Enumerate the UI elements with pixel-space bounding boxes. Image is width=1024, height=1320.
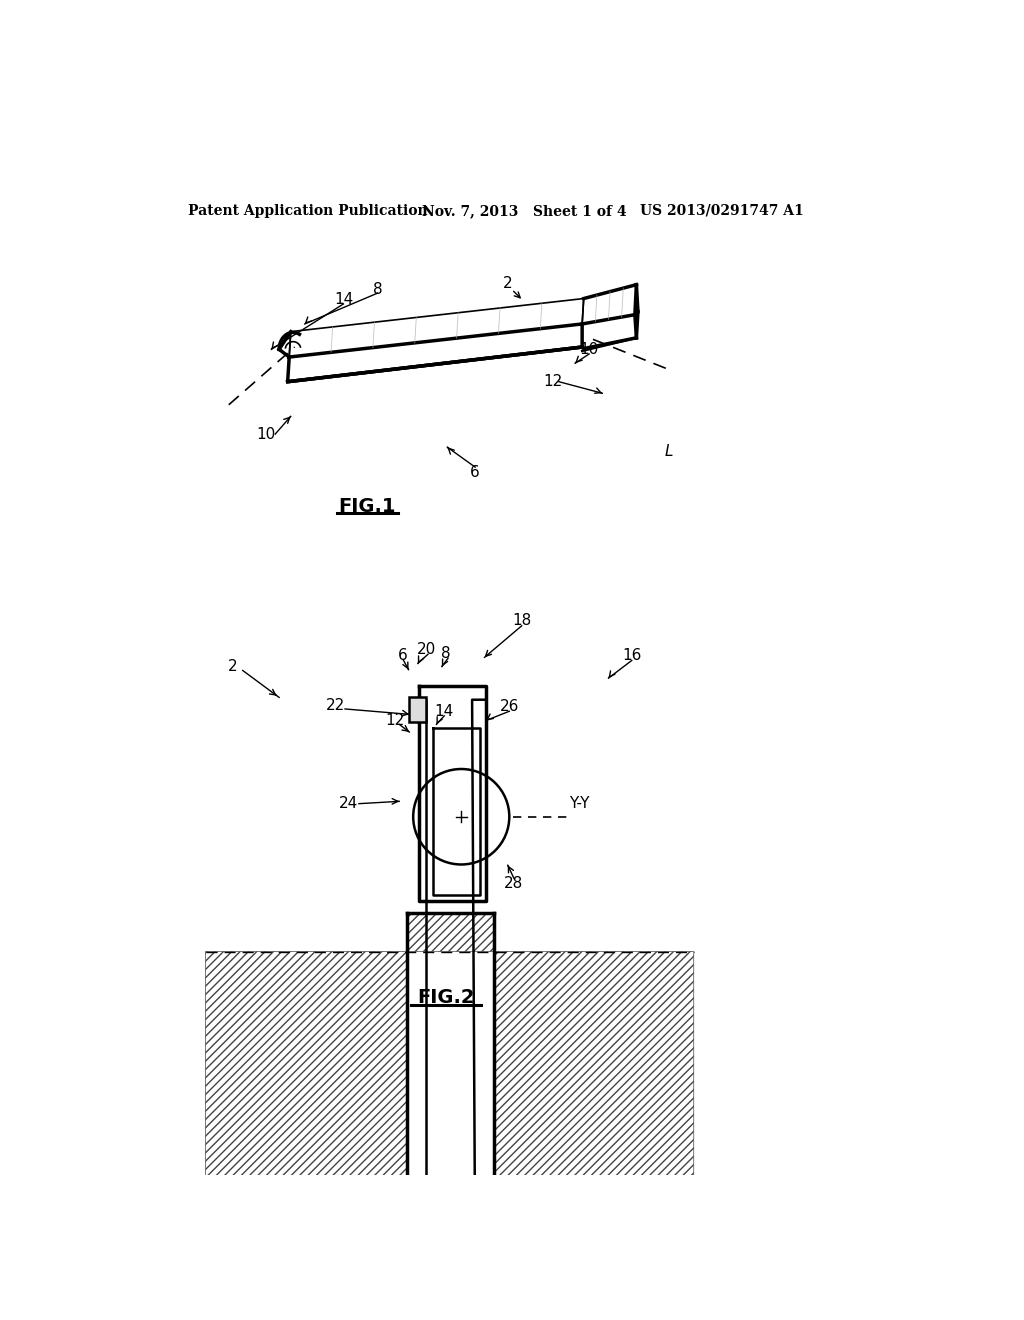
- Text: 8: 8: [441, 645, 451, 661]
- Text: 26: 26: [500, 700, 519, 714]
- Text: 14: 14: [434, 704, 454, 719]
- Text: 12: 12: [386, 713, 406, 729]
- Text: Y-Y: Y-Y: [568, 796, 589, 812]
- Text: 18: 18: [512, 612, 531, 628]
- Bar: [410, 697, 426, 722]
- Text: FIG.1: FIG.1: [338, 496, 395, 516]
- Text: 6: 6: [470, 465, 480, 480]
- Text: 24: 24: [339, 796, 358, 812]
- Polygon shape: [206, 913, 693, 1320]
- Text: 12: 12: [543, 374, 562, 389]
- Text: 2: 2: [227, 659, 238, 675]
- Text: 16: 16: [622, 648, 641, 663]
- Text: 10: 10: [256, 426, 275, 442]
- Text: Patent Application Publication: Patent Application Publication: [188, 203, 428, 218]
- Text: 10: 10: [580, 342, 599, 356]
- Text: 6: 6: [398, 648, 408, 663]
- Text: 14: 14: [334, 292, 353, 306]
- Text: 2: 2: [503, 276, 513, 290]
- Text: US 2013/0291747 A1: US 2013/0291747 A1: [640, 203, 803, 218]
- Text: 22: 22: [326, 697, 345, 713]
- Text: 20: 20: [417, 642, 436, 657]
- Text: FIG.2: FIG.2: [417, 989, 474, 1007]
- Text: Nov. 7, 2013   Sheet 1 of 4: Nov. 7, 2013 Sheet 1 of 4: [423, 203, 627, 218]
- Bar: [407, 620, 494, 913]
- Text: L: L: [665, 444, 673, 458]
- Text: 28: 28: [505, 876, 523, 891]
- Text: 8: 8: [373, 281, 382, 297]
